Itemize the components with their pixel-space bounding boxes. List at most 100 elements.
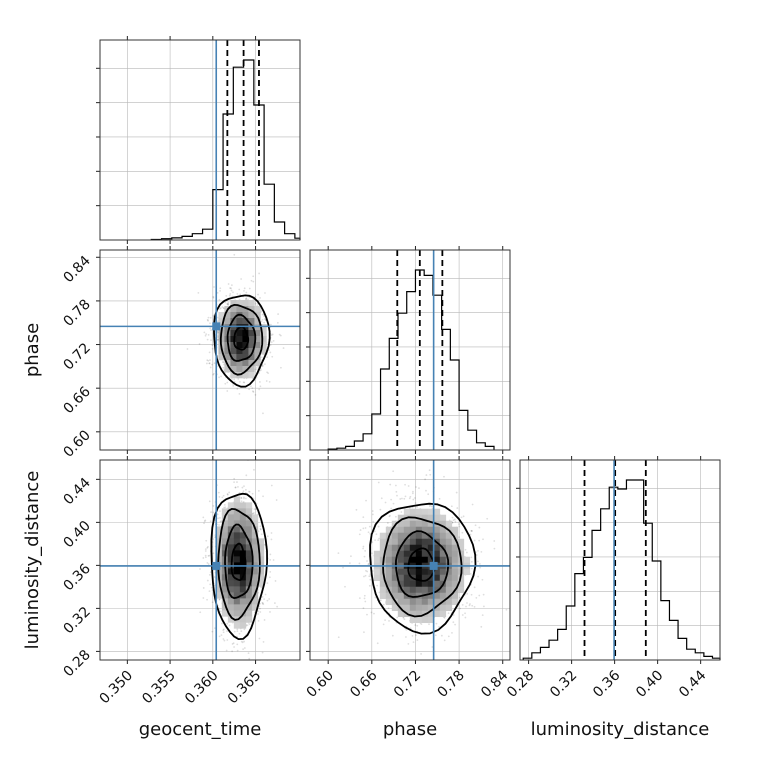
panel-luminosity_distance_vs_phase-point bbox=[363, 555, 366, 558]
panel-luminosity_distance_vs_geocent_time-density-cell bbox=[221, 586, 229, 593]
panel-luminosity_distance_vs_phase-density-cell bbox=[439, 550, 447, 558]
panel-luminosity_distance_vs_phase-point bbox=[480, 550, 483, 553]
panel-luminosity_distance_vs_phase-density-cell bbox=[427, 544, 435, 552]
panel-luminosity_distance_vs_geocent_time-density-cell bbox=[227, 550, 235, 557]
panel-phase_vs_geocent_time-point bbox=[233, 253, 236, 256]
panel-luminosity_distance_vs_phase-density-cell bbox=[415, 574, 423, 582]
panel-phase_vs_geocent_time-density-cell bbox=[242, 300, 249, 307]
panel-luminosity_distance_vs_geocent_time-density-cell bbox=[233, 574, 241, 581]
panel-luminosity_distance_vs_phase-density-cell bbox=[397, 532, 405, 540]
panel-luminosity_distance_vs_phase-density-cell bbox=[409, 520, 417, 528]
hist-phase-frame bbox=[309, 249, 511, 451]
panel-phase_vs_geocent_time-density-cell bbox=[224, 354, 231, 361]
panel-luminosity_distance_vs_phase-point bbox=[434, 634, 437, 637]
panel-phase_vs_geocent_time-contour-3 bbox=[213, 294, 271, 388]
panel-phase_vs_geocent_time-point bbox=[254, 296, 257, 298]
panel-luminosity_distance_vs_geocent_time-point bbox=[211, 601, 214, 604]
panel-luminosity_distance_vs_geocent_time-point bbox=[208, 573, 211, 576]
panel-luminosity_distance_vs_phase-point bbox=[368, 584, 371, 587]
panel-luminosity_distance_vs_phase-density-cell bbox=[445, 538, 453, 546]
panel-phase_vs_geocent_time-point bbox=[248, 287, 251, 290]
panel-luminosity_distance_vs_geocent_time-density-cell bbox=[239, 538, 247, 545]
panel-luminosity_distance_vs_phase-density-cell bbox=[403, 538, 411, 546]
panel-luminosity_distance_vs_geocent_time-point bbox=[211, 630, 214, 633]
panel-luminosity_distance_vs_geocent_time-density-cell bbox=[227, 508, 235, 515]
panel-luminosity_distance_vs_geocent_time-density-cell bbox=[221, 580, 229, 587]
panel-luminosity_distance_vs_geocent_time-point bbox=[226, 493, 229, 495]
panel-luminosity_distance_vs_geocent_time-point bbox=[202, 587, 205, 589]
panel-luminosity_distance_vs_phase-point bbox=[389, 514, 391, 517]
panel-luminosity_distance_vs_phase-density-cell bbox=[415, 568, 423, 576]
panel-phase_vs_geocent_time-point bbox=[254, 393, 257, 396]
panel-luminosity_distance_vs_geocent_time-density-cell bbox=[245, 598, 253, 605]
panel-luminosity_distance_vs_geocent_time-point bbox=[260, 533, 263, 536]
panel-phase_vs_geocent_time-point bbox=[267, 372, 270, 375]
panel-luminosity_distance_vs_geocent_time-point bbox=[257, 489, 260, 492]
panel-luminosity_distance_vs_geocent_time-point bbox=[252, 512, 254, 515]
xlabel-luminosity_distance: luminosity_distance bbox=[531, 719, 710, 740]
panel-luminosity_distance_vs_phase-point bbox=[470, 556, 473, 559]
panel-luminosity_distance_vs_geocent_time-point bbox=[207, 545, 209, 548]
panel-luminosity_distance_vs_phase-point bbox=[415, 486, 417, 488]
panel-phase_vs_geocent_time-point bbox=[207, 319, 209, 322]
panel-luminosity_distance_vs_phase-density-cell bbox=[379, 592, 387, 600]
panel-luminosity_distance_vs_phase-density-cell bbox=[433, 568, 441, 576]
panel-luminosity_distance_vs_geocent_time-point bbox=[243, 667, 245, 669]
panel-luminosity_distance_vs_geocent_time-point bbox=[234, 486, 237, 489]
bottom-phase-xticklabel-4: 0.84 bbox=[478, 667, 511, 700]
panel-luminosity_distance_vs_geocent_time-point bbox=[222, 494, 225, 497]
panel-luminosity_distance_vs_geocent_time-point bbox=[258, 607, 261, 610]
panel-luminosity_distance_vs_phase-point bbox=[402, 616, 405, 619]
panel-luminosity_distance_vs_geocent_time-point bbox=[242, 490, 245, 493]
panel-luminosity_distance_vs_geocent_time-point bbox=[236, 628, 239, 631]
panel-luminosity_distance_vs_phase-density-cell bbox=[421, 568, 429, 576]
panel-luminosity_distance_vs_phase-density-cell bbox=[427, 598, 435, 606]
panel-phase_vs_geocent_time-density-cell bbox=[224, 312, 231, 319]
panel-luminosity_distance_vs_phase-point bbox=[363, 575, 365, 578]
panel-luminosity_distance_vs_geocent_time-point bbox=[244, 497, 247, 500]
panel-luminosity_distance_vs_phase-point bbox=[428, 469, 431, 472]
panel-luminosity_distance_vs_phase-point bbox=[470, 560, 473, 563]
panel-luminosity_distance_vs_phase-point bbox=[337, 636, 340, 639]
panel-phase_vs_geocent_time-point bbox=[250, 385, 252, 388]
panel-luminosity_distance_vs_geocent_time-point bbox=[233, 481, 235, 484]
panel-luminosity_distance_vs_geocent_time-point bbox=[209, 571, 212, 574]
panel-luminosity_distance_vs_phase-density-cell bbox=[445, 586, 453, 594]
panel-luminosity_distance_vs_phase-density-cell bbox=[433, 544, 441, 552]
panel-luminosity_distance_vs_phase-density-cell bbox=[451, 526, 459, 534]
panel-luminosity_distance_vs_geocent_time-density-cell bbox=[239, 604, 247, 611]
panel-luminosity_distance_vs_phase-point bbox=[458, 525, 461, 528]
panel-luminosity_distance_vs_phase-point bbox=[376, 584, 379, 587]
panel-luminosity_distance_vs_geocent_time-point bbox=[226, 630, 228, 633]
panel-luminosity_distance_vs_geocent_time-point bbox=[218, 598, 221, 601]
panel-luminosity_distance_vs_geocent_time-density-cell bbox=[245, 544, 253, 551]
panel-luminosity_distance_vs_geocent_time-point bbox=[257, 610, 260, 613]
panel-luminosity_distance_vs_phase-point bbox=[364, 600, 367, 603]
panel-phase_vs_geocent_time-point bbox=[245, 291, 248, 294]
panel-luminosity_distance_vs_geocent_time-content bbox=[100, 460, 300, 669]
panel-luminosity_distance_vs_geocent_time-point bbox=[202, 597, 205, 599]
panel-phase_vs_geocent_time-point bbox=[239, 293, 242, 296]
panel-luminosity_distance_vs_geocent_time-point bbox=[213, 584, 216, 587]
panel-phase_vs_geocent_time-point bbox=[243, 287, 246, 290]
panel-phase_vs_geocent_time-density-cell bbox=[248, 348, 255, 355]
panel-luminosity_distance_vs_geocent_time-point bbox=[219, 510, 221, 512]
panel-luminosity_distance_vs_phase-density-cell bbox=[445, 532, 453, 540]
panel-luminosity_distance_vs_phase-point bbox=[374, 539, 377, 542]
panel-luminosity_distance_vs_geocent_time-density-cell bbox=[245, 580, 253, 587]
panel-luminosity_distance_vs_geocent_time-density-cell bbox=[245, 508, 253, 515]
panel-luminosity_distance_vs_phase-density-cell bbox=[409, 526, 417, 534]
panel-luminosity_distance_vs_geocent_time-point bbox=[274, 580, 277, 582]
panel-phase_vs_geocent_time-point bbox=[224, 382, 227, 385]
panel-luminosity_distance_vs_phase-density-cell bbox=[391, 550, 399, 558]
bottom-phase-xticklabel-1: 0.66 bbox=[347, 667, 380, 700]
panel-luminosity_distance_vs_phase-density-cell bbox=[385, 544, 393, 552]
panel-phase_vs_geocent_time-density-cell bbox=[242, 360, 249, 367]
panel-luminosity_distance_vs_phase-density-cell bbox=[391, 556, 399, 564]
panel-luminosity_distance_vs_geocent_time-point bbox=[262, 641, 265, 643]
panel-phase_vs_geocent_time-point bbox=[252, 391, 255, 393]
panel-luminosity_distance_vs_phase-point bbox=[486, 517, 489, 520]
panel-luminosity_distance_vs_geocent_time-density-cell bbox=[257, 574, 265, 581]
panel-luminosity_distance_vs_phase-density-cell bbox=[385, 574, 393, 582]
panel-luminosity_distance_vs_geocent_time-point bbox=[269, 553, 272, 556]
